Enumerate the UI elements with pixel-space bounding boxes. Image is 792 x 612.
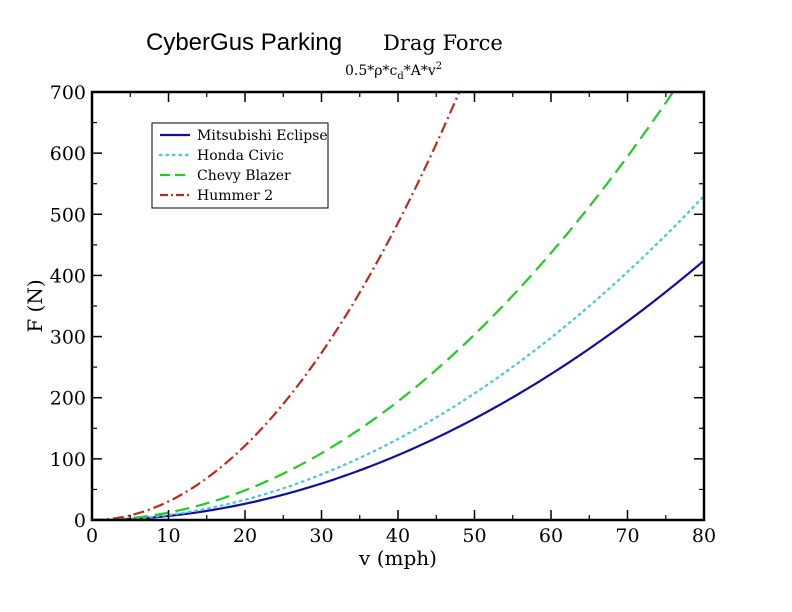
legend-box	[151, 122, 329, 209]
formula-mid: *A*v	[404, 63, 436, 79]
legend-label-chevy-blazer: Chevy Blazer	[197, 168, 291, 184]
series-layer	[92, 92, 704, 520]
y-axis: 0 100 200 300 400 500 600 700	[50, 82, 704, 532]
y-axis-label: F (N)	[23, 279, 47, 332]
y-tick-label: 0	[74, 510, 86, 532]
series-line-hummer-2	[92, 92, 461, 520]
legend-label-honda-civic: Honda Civic	[197, 148, 284, 164]
brand-title: CyberGus Parking	[146, 29, 342, 56]
x-tick-label: 20	[233, 525, 257, 547]
formula-superscript: 2	[436, 61, 442, 72]
series-line-chevy-blazer	[92, 92, 675, 520]
x-axis-label: v (mph)	[358, 546, 437, 570]
x-axis: 0 10 20 30 40 50 60 70 80	[86, 92, 716, 547]
y-tick-label: 500	[50, 204, 86, 226]
x-tick-label: 30	[309, 525, 333, 547]
series-line-mitsubishi-eclipse	[92, 259, 704, 520]
legend-label-mitsubishi-eclipse: Mitsubishi Eclipse	[197, 128, 328, 144]
y-tick-label: 300	[50, 327, 86, 349]
y-tick-label: 600	[50, 143, 86, 165]
y-tick-label: 100	[50, 449, 86, 471]
formula-base: 0.5*ρ*c	[345, 63, 397, 79]
y-tick-label: 700	[50, 82, 86, 104]
x-tick-label: 10	[156, 525, 180, 547]
formula-subscript: d	[397, 71, 404, 82]
y-tick-label: 200	[50, 388, 86, 410]
legend: Mitsubishi Eclipse Honda Civic Chevy Blaze…	[151, 122, 329, 209]
legend-label-hummer-2: Hummer 2	[197, 188, 273, 204]
x-tick-label: 80	[692, 525, 716, 547]
chart-subtitle-formula: 0.5*ρ*cd*A*v2	[345, 61, 442, 82]
x-tick-label: 60	[539, 525, 563, 547]
x-tick-label: 50	[462, 525, 486, 547]
x-tick-label: 0	[86, 525, 98, 547]
x-tick-label: 70	[615, 525, 639, 547]
x-tick-label: 40	[386, 525, 410, 547]
chart-title: Drag Force	[383, 31, 503, 55]
y-tick-label: 400	[50, 265, 86, 287]
series-line-honda-civic	[92, 194, 704, 520]
